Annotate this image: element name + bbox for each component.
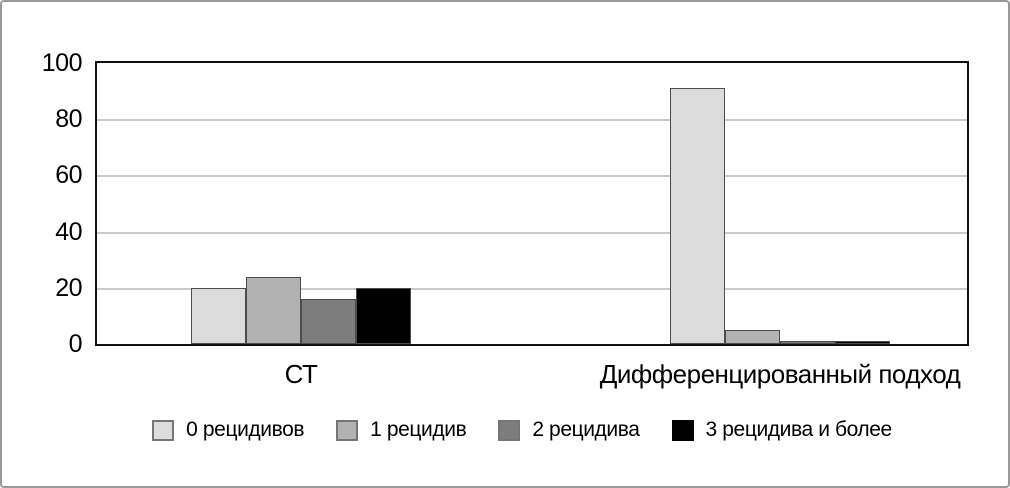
legend-swatch (336, 419, 359, 441)
y-axis-label: 80 (55, 105, 82, 133)
bar (191, 288, 246, 344)
gridline (97, 288, 967, 290)
category-label: СТ (284, 359, 318, 389)
legend-item: 3 рецидива и более (671, 418, 893, 442)
gridline (97, 232, 967, 234)
bar (301, 299, 356, 344)
legend-label: 3 рецидива и более (705, 418, 893, 441)
legend-item: 1 рецидив (336, 418, 467, 442)
y-axis-label: 60 (55, 161, 82, 189)
legend-label: 0 рецидивов (186, 418, 305, 441)
legend-swatch (498, 419, 521, 441)
bar (780, 341, 835, 344)
y-axis-label: 100 (41, 49, 83, 77)
plot-area (95, 61, 969, 346)
legend-swatch (152, 419, 175, 441)
legend-swatch (671, 419, 694, 441)
legend: 0 рецидивов 1 рецидив 2 рецидива 3 рецидива… (2, 418, 1008, 442)
legend-item: 0 рецидивов (152, 418, 305, 442)
bar (356, 288, 411, 344)
legend-label: 1 рецидив (370, 418, 467, 441)
legend-item: 2 рецидива (498, 418, 640, 442)
legend-label: 2 рецидива (532, 418, 640, 441)
bar (725, 330, 780, 344)
y-axis-label: 40 (55, 218, 82, 246)
category-label: Дифференцированный подход (599, 359, 961, 389)
bar (835, 341, 890, 344)
bar (670, 88, 725, 344)
y-axis-label: 20 (55, 274, 82, 302)
y-axis-label: 0 (68, 330, 83, 358)
gridline (97, 119, 967, 121)
gridline (97, 175, 967, 177)
bar (246, 277, 301, 344)
